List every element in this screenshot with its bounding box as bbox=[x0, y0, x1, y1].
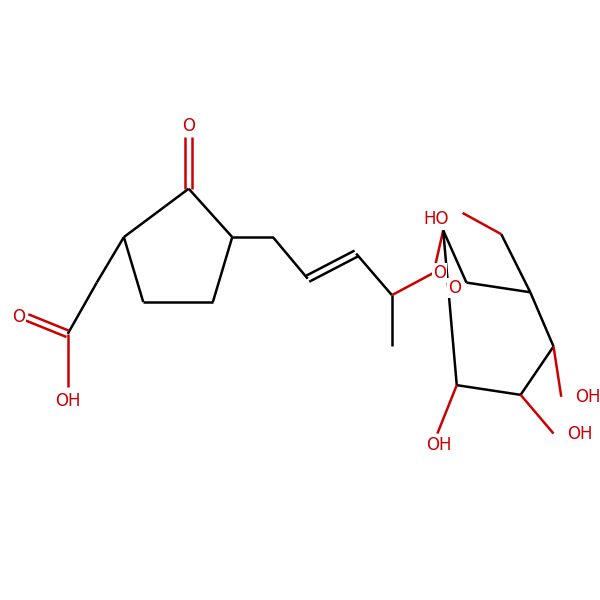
Text: OH: OH bbox=[575, 388, 600, 406]
Text: HO: HO bbox=[424, 210, 449, 228]
Text: OH: OH bbox=[55, 392, 80, 410]
Text: OH: OH bbox=[567, 425, 593, 443]
Text: O: O bbox=[433, 264, 446, 282]
Text: O: O bbox=[12, 308, 25, 326]
Text: O: O bbox=[448, 280, 461, 298]
Text: OH: OH bbox=[427, 436, 452, 454]
Text: O: O bbox=[182, 117, 195, 135]
